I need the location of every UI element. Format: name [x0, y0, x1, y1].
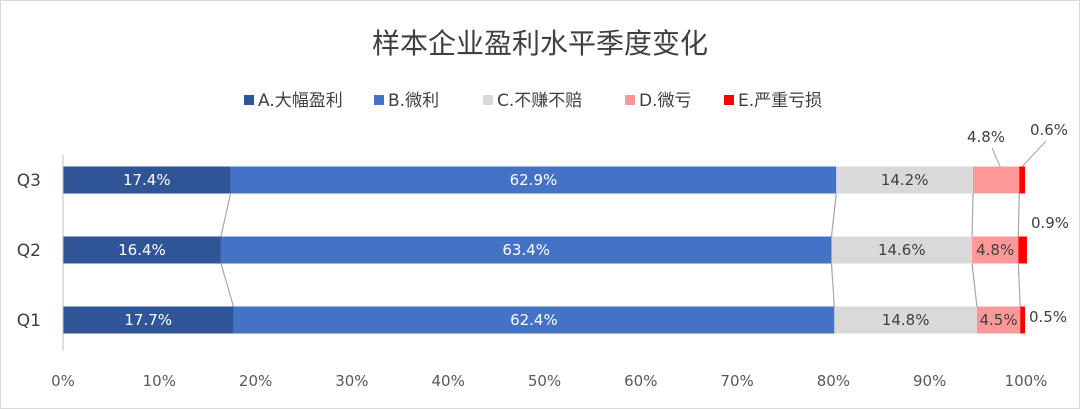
data-label-Q2-3: 4.8% — [976, 241, 1014, 259]
series-line-0-0 — [220, 193, 232, 237]
x-tick-label-9: 90% — [913, 372, 946, 390]
legend-label-1: B.微利 — [388, 91, 439, 111]
legend-label-4: E.严重亏损 — [738, 91, 822, 111]
x-tick-label-5: 50% — [528, 372, 561, 390]
bar-Q2-0 — [63, 236, 221, 264]
legend-label-0: A.大幅盈利 — [258, 91, 343, 111]
x-tick-label-3: 30% — [335, 372, 368, 390]
bar-Q2-4 — [1018, 236, 1027, 264]
series-lines — [220, 193, 1021, 307]
series-line-0-3 — [1017, 193, 1020, 237]
data-label-Q2-1: 63.4% — [502, 241, 550, 259]
x-tick-label-0: 0% — [51, 372, 75, 390]
bar-Q1-0 — [63, 306, 234, 334]
data-labels: 17.4% 62.9% 14.2% 4.8% 0.6% 16.4% 63.4% 14.6% 4.… — [118, 121, 1069, 329]
data-label-Q3-4: 0.6% — [1030, 121, 1068, 139]
series-line-0-1 — [830, 193, 837, 237]
data-label-Q1-4: 0.5% — [1029, 308, 1067, 326]
legend-swatch-2 — [483, 95, 493, 105]
y-axis-categories: Q3 Q2 Q1 — [17, 171, 41, 331]
series-line-1-3 — [1017, 263, 1021, 307]
bar-Q1-4 — [1020, 306, 1026, 334]
bar-Q3-0 — [63, 166, 231, 194]
leader-Q3-3 — [991, 147, 1001, 167]
series-line-1-1 — [830, 263, 835, 307]
data-label-Q1-3: 4.5% — [979, 311, 1017, 329]
x-tick-label-8: 80% — [817, 372, 850, 390]
bar-Q2-1 — [220, 236, 832, 264]
legend-swatch-0 — [244, 95, 254, 105]
chart-title: 样本企业盈利水平季度变化 — [372, 27, 708, 60]
legend: A.大幅盈利 B.微利 C.不赚不赔 D.微亏 E.严重亏损 — [244, 91, 822, 111]
legend-swatch-4 — [724, 95, 734, 105]
category-label-Q1: Q1 — [17, 311, 41, 331]
x-tick-label-10: 100% — [1005, 372, 1048, 390]
bar-Q3-2 — [836, 166, 974, 194]
bar-Q1-2 — [834, 306, 977, 334]
category-label-Q2: Q2 — [17, 241, 41, 261]
series-line-1-0 — [220, 263, 235, 307]
data-label-Q1-2: 14.8% — [882, 311, 930, 329]
legend-swatch-3 — [625, 95, 635, 105]
data-label-Q3-3: 4.8% — [967, 128, 1005, 146]
data-label-Q1-0: 17.7% — [124, 311, 172, 329]
data-label-Q3-1: 62.9% — [510, 171, 558, 189]
bar-Q3-1 — [230, 166, 837, 194]
x-tick-label-6: 60% — [624, 372, 657, 390]
bar-Q1-1 — [233, 306, 835, 334]
data-label-Q2-4: 0.9% — [1031, 214, 1069, 232]
data-label-Q2-2: 14.6% — [878, 241, 926, 259]
x-axis: 0% 10% 20% 30% 40% 50% 60% 70% 80% 90% 100% — [51, 155, 1047, 390]
x-tick-label-1: 10% — [143, 372, 176, 390]
x-tick-label-2: 20% — [239, 372, 272, 390]
bar-Q3-4 — [1019, 166, 1026, 194]
series-line-1-2 — [971, 263, 978, 307]
leader-Q3-4 — [1021, 140, 1047, 167]
data-label-Q2-0: 16.4% — [118, 241, 166, 259]
bars — [63, 166, 1027, 334]
bar-Q2-3 — [972, 236, 1019, 264]
series-line-0-2 — [971, 193, 974, 237]
legend-label-3: D.微亏 — [639, 91, 692, 111]
data-label-Q3-0: 17.4% — [123, 171, 171, 189]
data-label-Q3-2: 14.2% — [881, 171, 929, 189]
category-label-Q3: Q3 — [17, 171, 41, 191]
bar-Q1-3 — [976, 306, 1021, 334]
legend-label-2: C.不赚不赔 — [497, 91, 582, 111]
x-tick-label-4: 40% — [432, 372, 465, 390]
data-label-Q1-1: 62.4% — [510, 311, 558, 329]
x-tick-label-7: 70% — [720, 372, 753, 390]
bar-Q3-3 — [973, 166, 1020, 194]
bar-Q2-2 — [831, 236, 973, 264]
legend-swatch-1 — [374, 95, 384, 105]
